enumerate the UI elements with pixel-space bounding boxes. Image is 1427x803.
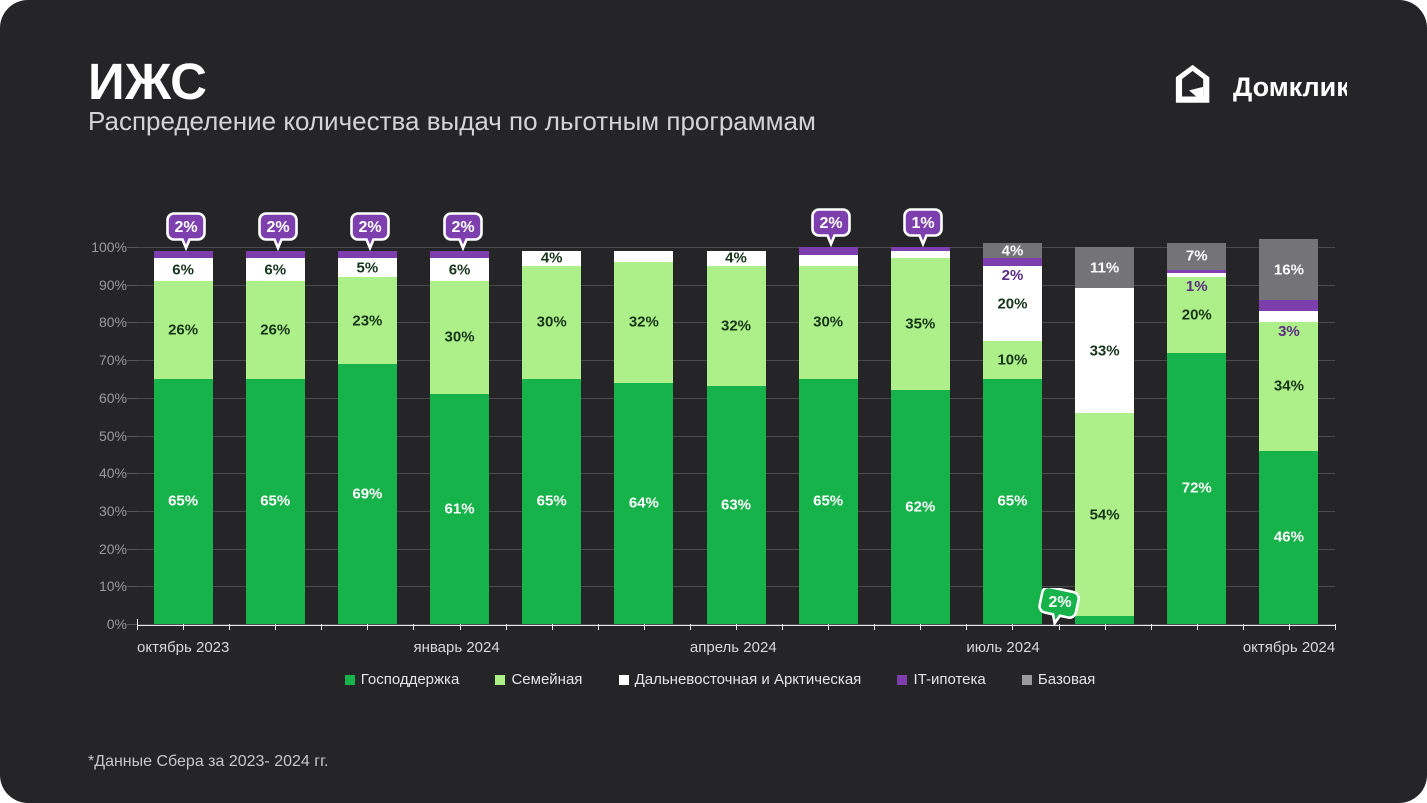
svg-text:Домклик: Домклик [1233,72,1347,102]
svg-text:1%: 1% [912,215,935,232]
svg-text:2%: 2% [820,215,843,232]
svg-text:2%: 2% [451,219,474,236]
svg-text:2%: 2% [359,219,382,236]
svg-text:2%: 2% [175,219,198,236]
svg-text:2%: 2% [1049,594,1072,611]
svg-text:2%: 2% [267,219,290,236]
